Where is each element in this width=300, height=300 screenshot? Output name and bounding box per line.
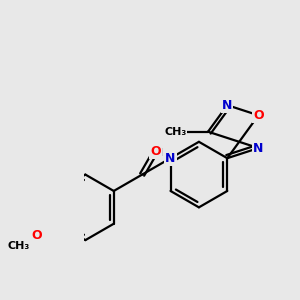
Text: H: H bbox=[154, 148, 164, 158]
Text: O: O bbox=[253, 109, 264, 122]
Text: N: N bbox=[165, 152, 176, 165]
Text: O: O bbox=[32, 229, 42, 242]
Text: CH₃: CH₃ bbox=[8, 241, 30, 251]
Text: O: O bbox=[150, 146, 160, 158]
Text: N: N bbox=[222, 99, 232, 112]
Text: CH₃: CH₃ bbox=[164, 127, 186, 137]
Text: N: N bbox=[253, 142, 264, 154]
